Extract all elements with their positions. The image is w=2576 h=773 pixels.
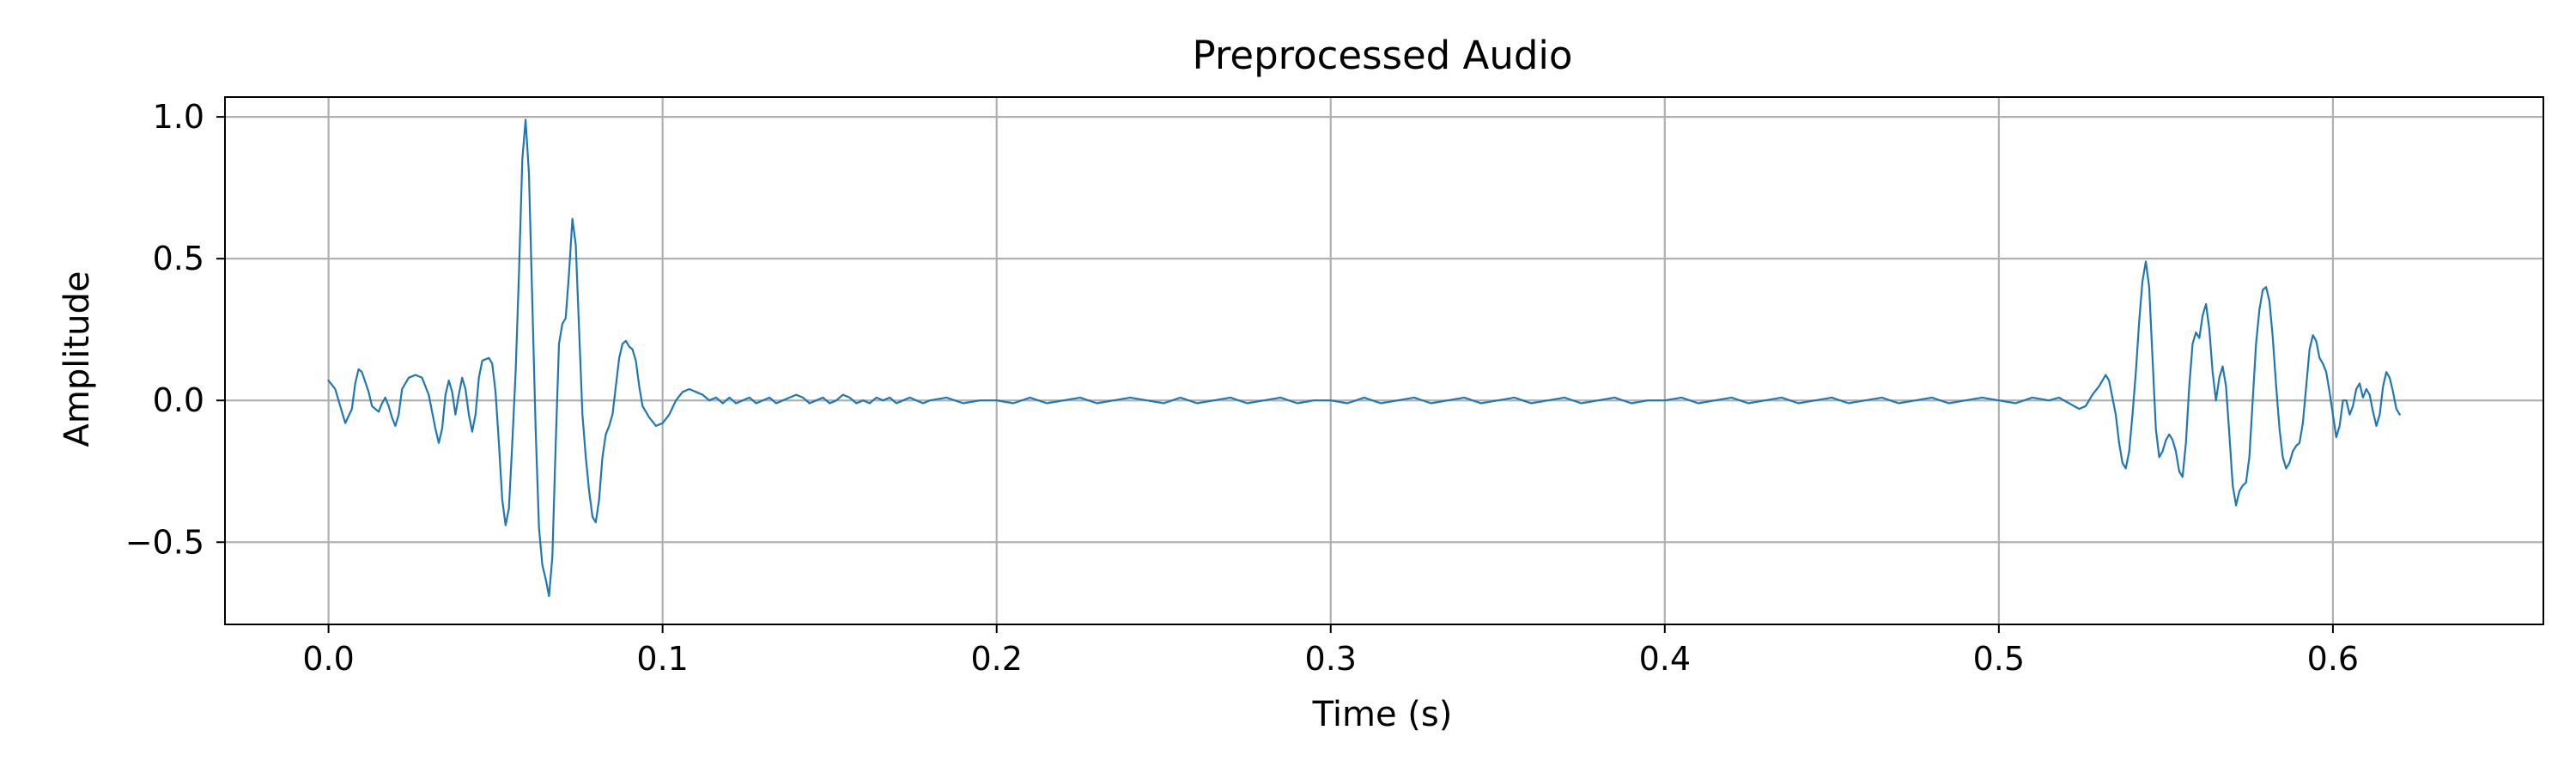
- x-tick-label: 0.1: [636, 640, 688, 678]
- audio-waveform-line: [327, 119, 2401, 598]
- y-axis-label: Amplitude: [58, 271, 97, 447]
- y-tick-label: −0.5: [125, 523, 204, 561]
- x-tick-label: 0.5: [1973, 640, 2025, 678]
- y-tick-label: 0.5: [153, 240, 204, 277]
- y-tick-label: 0.0: [153, 381, 204, 419]
- y-tick-label: 1.0: [153, 98, 204, 136]
- tick-marks: [216, 116, 2334, 633]
- grid-lines: [225, 97, 2543, 624]
- x-tick-label: 0.6: [2307, 640, 2359, 678]
- axes-frame: [224, 96, 2544, 625]
- x-tick-label: 0.3: [1305, 640, 1357, 678]
- x-tick-label: 0.0: [302, 640, 354, 678]
- tick-labels: 0.0 0.1 0.2 0.3 0.4 0.5 0.6 1.0 0.5 0.0 −0.5: [125, 98, 2359, 678]
- chart-title: Preprocessed Audio: [1193, 33, 1573, 78]
- x-tick-label: 0.4: [1639, 640, 1691, 678]
- x-tick-label: 0.2: [970, 640, 1022, 678]
- x-axis-label: Time (s): [1312, 695, 1453, 734]
- series-layer: [327, 119, 2401, 598]
